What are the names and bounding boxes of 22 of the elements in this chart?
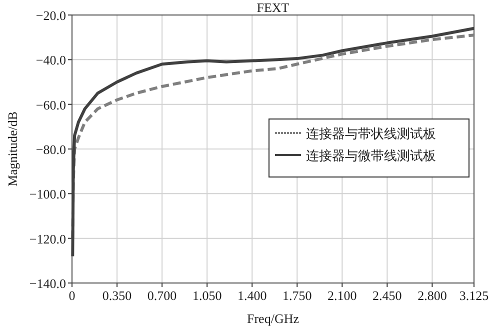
y-tick-label: −40.0 <box>36 52 66 68</box>
x-tick-label: 0.350 <box>102 288 132 303</box>
y-tick-label: −80.0 <box>36 142 66 157</box>
x-tick-label: 0.700 <box>147 288 177 303</box>
x-tick-label: 1.750 <box>282 288 312 303</box>
x-tick-label: 2.450 <box>372 288 402 303</box>
legend-label: 连接器与微带线测试板 <box>306 149 436 164</box>
x-axis-title: Freq/GHz <box>247 311 300 326</box>
chart-title: FEXT <box>256 0 290 15</box>
x-tick-label: 1.050 <box>192 288 222 303</box>
y-axis-title: Magnitude/dB <box>5 111 20 187</box>
y-tick-label: −140.0 <box>29 276 66 291</box>
y-tick-label: −60.0 <box>36 97 66 112</box>
x-tick-label: 0 <box>68 288 76 303</box>
y-tick-label: −20.0 <box>36 8 66 23</box>
y-tick-label: −100.0 <box>29 186 66 202</box>
y-tick-label: −120.0 <box>29 231 66 246</box>
x-tick-label: 3.125 <box>459 288 489 303</box>
x-tick-label: 1.400 <box>237 288 267 303</box>
legend-label: 连接器与带状线测试板 <box>306 127 436 142</box>
x-tick-label: 2.800 <box>418 288 447 303</box>
x-tick-label: 2.100 <box>328 288 357 303</box>
